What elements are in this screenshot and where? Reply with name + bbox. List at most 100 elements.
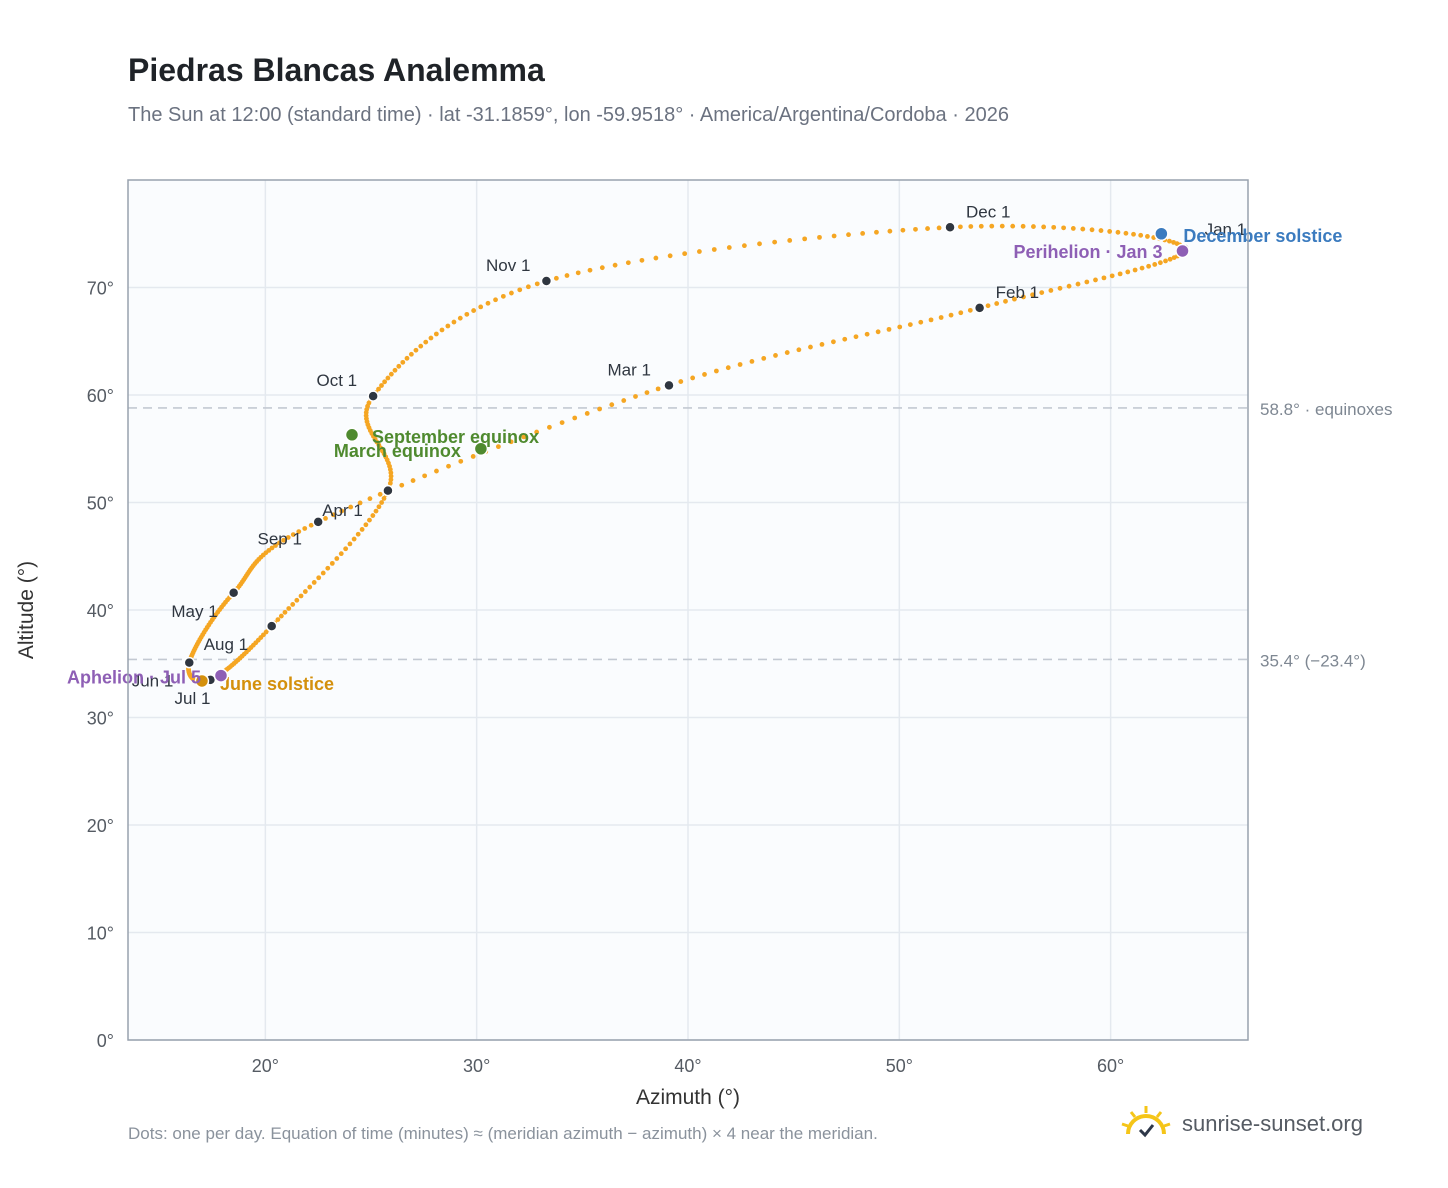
day-dot xyxy=(817,234,822,240)
day-dot xyxy=(907,322,913,328)
day-dot xyxy=(1048,288,1054,293)
day-dot xyxy=(1089,227,1095,233)
day-dot xyxy=(1123,230,1129,236)
y-tick-label: 30° xyxy=(87,709,114,729)
day-dot xyxy=(320,570,326,576)
day-dot xyxy=(1115,229,1121,235)
day-dot xyxy=(521,434,527,440)
day-dot xyxy=(311,580,317,585)
brand[interactable]: sunrise-sunset.org xyxy=(1120,1104,1363,1144)
day-dot xyxy=(575,270,581,276)
day-dot xyxy=(308,522,314,528)
plot-frame xyxy=(127,179,1249,1041)
day-dot xyxy=(584,411,590,416)
day-dot xyxy=(1167,256,1173,262)
day-dot xyxy=(379,383,384,388)
day-dot xyxy=(1163,258,1168,264)
day-dot xyxy=(343,546,349,552)
day-dot xyxy=(1041,224,1047,230)
day-dot xyxy=(682,251,688,257)
day-dot xyxy=(290,532,296,538)
x-tick-label: 40° xyxy=(674,1056,701,1076)
x-tick-label: 50° xyxy=(886,1056,913,1076)
day-dot xyxy=(508,439,514,445)
event-label: Aphelion · Jul 5 xyxy=(67,668,201,688)
day-dot xyxy=(639,257,645,263)
day-dot xyxy=(559,420,565,425)
day-dot xyxy=(396,363,402,369)
day-dot xyxy=(434,468,439,474)
month-marker xyxy=(227,587,240,599)
month-marker xyxy=(973,302,986,314)
reference-lines: 58.8° · equinoxes 35.4° (−23.4°) xyxy=(128,400,1393,670)
day-dot xyxy=(323,516,328,521)
day-dot xyxy=(495,444,501,450)
day-dot xyxy=(367,496,373,502)
day-dot xyxy=(1084,279,1090,285)
day-dot xyxy=(282,609,288,615)
day-dot xyxy=(367,517,372,523)
day-dot xyxy=(696,249,702,254)
day-dot xyxy=(599,265,605,271)
day-dot xyxy=(725,365,731,371)
day-dot xyxy=(784,350,790,355)
day-dot xyxy=(875,329,881,335)
month-label: Nov 1 xyxy=(486,256,530,275)
day-dot xyxy=(338,551,344,557)
day-dot xyxy=(1075,281,1081,287)
day-dot xyxy=(572,415,578,421)
day-dot xyxy=(1010,223,1016,229)
day-dot xyxy=(989,223,995,229)
y-tick-label: 60° xyxy=(87,386,114,406)
day-dot xyxy=(428,335,434,341)
day-dot xyxy=(925,226,930,231)
day-dot xyxy=(936,225,942,231)
day-dot xyxy=(392,367,398,373)
day-dot xyxy=(547,424,552,430)
month-label: Aug 1 xyxy=(204,635,248,654)
day-dot xyxy=(388,371,394,377)
day-dot xyxy=(388,477,394,483)
day-dot xyxy=(464,311,470,317)
chart-subtitle: The Sun at 12:00 (standard time) · lat -… xyxy=(128,104,1009,126)
day-dot xyxy=(410,478,416,483)
day-dot xyxy=(741,243,747,249)
day-dot xyxy=(1070,226,1076,231)
day-dot xyxy=(373,508,379,514)
day-dot xyxy=(625,260,631,266)
day-dot xyxy=(897,324,903,330)
day-dot xyxy=(928,317,934,323)
day-dot xyxy=(1125,269,1131,275)
day-dot xyxy=(702,372,707,377)
month-label: Oct 1 xyxy=(317,371,358,390)
day-dot xyxy=(1132,267,1138,273)
month-label: Jul 1 xyxy=(174,689,210,708)
day-dot xyxy=(553,275,559,281)
day-dot xyxy=(853,334,859,340)
day-dot xyxy=(276,540,282,546)
day-dot xyxy=(316,575,322,581)
brand-name: sunrise-sunset.org xyxy=(1182,1111,1363,1136)
day-dot xyxy=(388,473,394,479)
day-dot xyxy=(377,491,383,497)
y-tick-label: 50° xyxy=(87,494,114,514)
day-dot xyxy=(1031,224,1036,229)
day-dot xyxy=(958,310,964,316)
day-dot xyxy=(534,281,540,287)
day-dot xyxy=(439,327,445,333)
day-dot xyxy=(1003,298,1008,304)
day-dot xyxy=(451,319,457,325)
day-dot xyxy=(286,606,292,611)
day-dot xyxy=(887,228,893,234)
day-dot xyxy=(302,526,308,531)
day-dot xyxy=(711,247,717,252)
day-dot xyxy=(307,584,313,590)
day-dot xyxy=(948,312,954,318)
day-dot xyxy=(860,231,866,236)
day-dot xyxy=(1020,223,1026,229)
month-marker xyxy=(540,275,553,287)
event-marker xyxy=(473,441,489,456)
reference-line-label: 35.4° (−23.4°) xyxy=(1260,651,1366,670)
day-dot xyxy=(831,339,836,345)
